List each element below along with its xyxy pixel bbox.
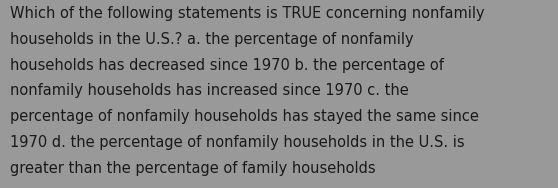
Text: households in the U.S.? a. the percentage of nonfamily: households in the U.S.? a. the percentag…	[10, 32, 413, 47]
Text: nonfamily households has increased since 1970 c. the: nonfamily households has increased since…	[10, 83, 409, 99]
Text: households has decreased since 1970 b. the percentage of: households has decreased since 1970 b. t…	[10, 58, 444, 73]
Text: greater than the percentage of family households: greater than the percentage of family ho…	[10, 161, 376, 176]
Text: percentage of nonfamily households has stayed the same since: percentage of nonfamily households has s…	[10, 109, 479, 124]
Text: Which of the following statements is TRUE concerning nonfamily: Which of the following statements is TRU…	[10, 6, 485, 21]
Text: 1970 d. the percentage of nonfamily households in the U.S. is: 1970 d. the percentage of nonfamily hous…	[10, 135, 465, 150]
